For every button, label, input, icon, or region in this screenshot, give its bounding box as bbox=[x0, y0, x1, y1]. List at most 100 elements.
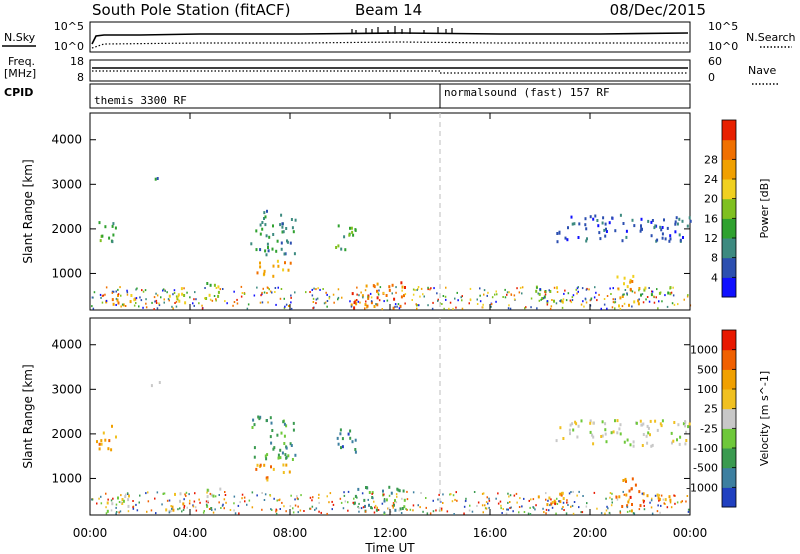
data-cell bbox=[604, 432, 607, 436]
data-cell bbox=[325, 291, 327, 294]
data-cell bbox=[544, 293, 547, 296]
data-cell bbox=[561, 306, 564, 309]
data-cell bbox=[398, 307, 401, 310]
data-cell bbox=[390, 491, 393, 495]
data-cell bbox=[674, 494, 676, 497]
data-cell bbox=[429, 512, 432, 515]
data-cell bbox=[185, 494, 187, 497]
data-cell bbox=[612, 301, 615, 304]
data-cell bbox=[668, 495, 671, 499]
data-cell bbox=[465, 499, 467, 502]
data-cell bbox=[341, 437, 344, 441]
data-cell bbox=[643, 288, 646, 292]
data-cell bbox=[417, 286, 420, 288]
data-cell bbox=[336, 436, 339, 440]
data-cell bbox=[658, 499, 660, 502]
data-cell bbox=[646, 424, 649, 428]
noise-panel-frame bbox=[89, 21, 691, 53]
y-tick-label: 4000 bbox=[51, 338, 82, 352]
data-cell bbox=[370, 296, 373, 299]
data-cell bbox=[440, 509, 443, 512]
data-cell bbox=[168, 509, 171, 513]
data-cell bbox=[542, 297, 545, 300]
data-cell bbox=[559, 492, 562, 496]
data-cell bbox=[98, 442, 101, 446]
data-cell bbox=[572, 512, 575, 515]
data-cell bbox=[362, 506, 365, 509]
data-cell bbox=[376, 303, 379, 307]
data-cell bbox=[145, 298, 147, 301]
data-cell bbox=[285, 227, 288, 230]
data-cell bbox=[328, 501, 330, 504]
colorbar-frame bbox=[721, 119, 737, 298]
data-cell bbox=[367, 498, 369, 501]
data-cell bbox=[432, 510, 435, 513]
data-cell bbox=[618, 304, 620, 308]
data-cell bbox=[442, 295, 445, 297]
data-cell bbox=[661, 419, 664, 423]
data-cell bbox=[653, 226, 656, 230]
data-cell bbox=[392, 306, 395, 310]
data-cell bbox=[555, 439, 558, 443]
data-cell bbox=[275, 249, 278, 253]
data-cell bbox=[396, 495, 398, 498]
data-cell bbox=[136, 509, 139, 512]
colorbar-swatch bbox=[722, 257, 736, 278]
data-cell bbox=[551, 506, 554, 509]
data-cell bbox=[256, 286, 258, 289]
data-cell bbox=[637, 302, 640, 306]
data-cell bbox=[211, 299, 214, 302]
data-cell bbox=[340, 501, 343, 504]
data-cell bbox=[383, 498, 386, 500]
data-cell bbox=[571, 299, 574, 301]
data-cell bbox=[626, 285, 629, 289]
data-cell bbox=[110, 499, 113, 502]
data-cell bbox=[559, 300, 561, 302]
data-cell bbox=[561, 300, 563, 303]
data-cell bbox=[496, 293, 498, 296]
data-cell bbox=[367, 295, 369, 298]
data-cell bbox=[285, 424, 288, 428]
data-cell bbox=[533, 506, 535, 509]
colorbar-swatch bbox=[722, 467, 736, 488]
data-cell bbox=[100, 439, 103, 443]
data-cell bbox=[261, 291, 263, 294]
data-cell bbox=[263, 269, 266, 273]
data-cell bbox=[356, 293, 358, 296]
data-cell bbox=[608, 221, 611, 225]
data-cell bbox=[540, 298, 542, 301]
data-cell bbox=[488, 506, 490, 509]
data-cell bbox=[115, 435, 117, 439]
data-cell bbox=[631, 280, 634, 283]
data-cell bbox=[383, 512, 386, 515]
data-cell bbox=[233, 290, 235, 293]
data-cell bbox=[598, 231, 601, 235]
data-cell bbox=[600, 307, 602, 310]
data-cell bbox=[638, 287, 641, 290]
colorbar-swatch bbox=[722, 277, 736, 298]
data-cell bbox=[521, 286, 524, 289]
data-cell bbox=[272, 264, 275, 268]
data-cell bbox=[156, 177, 159, 180]
data-cell bbox=[266, 286, 269, 289]
data-cell bbox=[513, 494, 516, 497]
data-cell bbox=[161, 503, 163, 506]
data-cell bbox=[586, 237, 588, 241]
data-cell bbox=[174, 302, 176, 304]
data-cell bbox=[642, 499, 644, 502]
data-cell bbox=[272, 274, 275, 278]
data-cell bbox=[437, 298, 439, 301]
data-cell bbox=[660, 424, 663, 428]
data-cell bbox=[377, 293, 380, 296]
data-cell bbox=[678, 442, 681, 446]
data-cell bbox=[624, 477, 627, 481]
data-cell bbox=[315, 507, 318, 510]
data-cell bbox=[253, 446, 256, 450]
data-cell bbox=[647, 219, 650, 223]
data-cell bbox=[659, 422, 662, 426]
data-cell bbox=[263, 217, 265, 220]
cpid-panel-frame bbox=[89, 83, 691, 109]
data-cell bbox=[179, 492, 182, 496]
data-cell bbox=[622, 490, 624, 493]
data-cell bbox=[155, 299, 158, 302]
